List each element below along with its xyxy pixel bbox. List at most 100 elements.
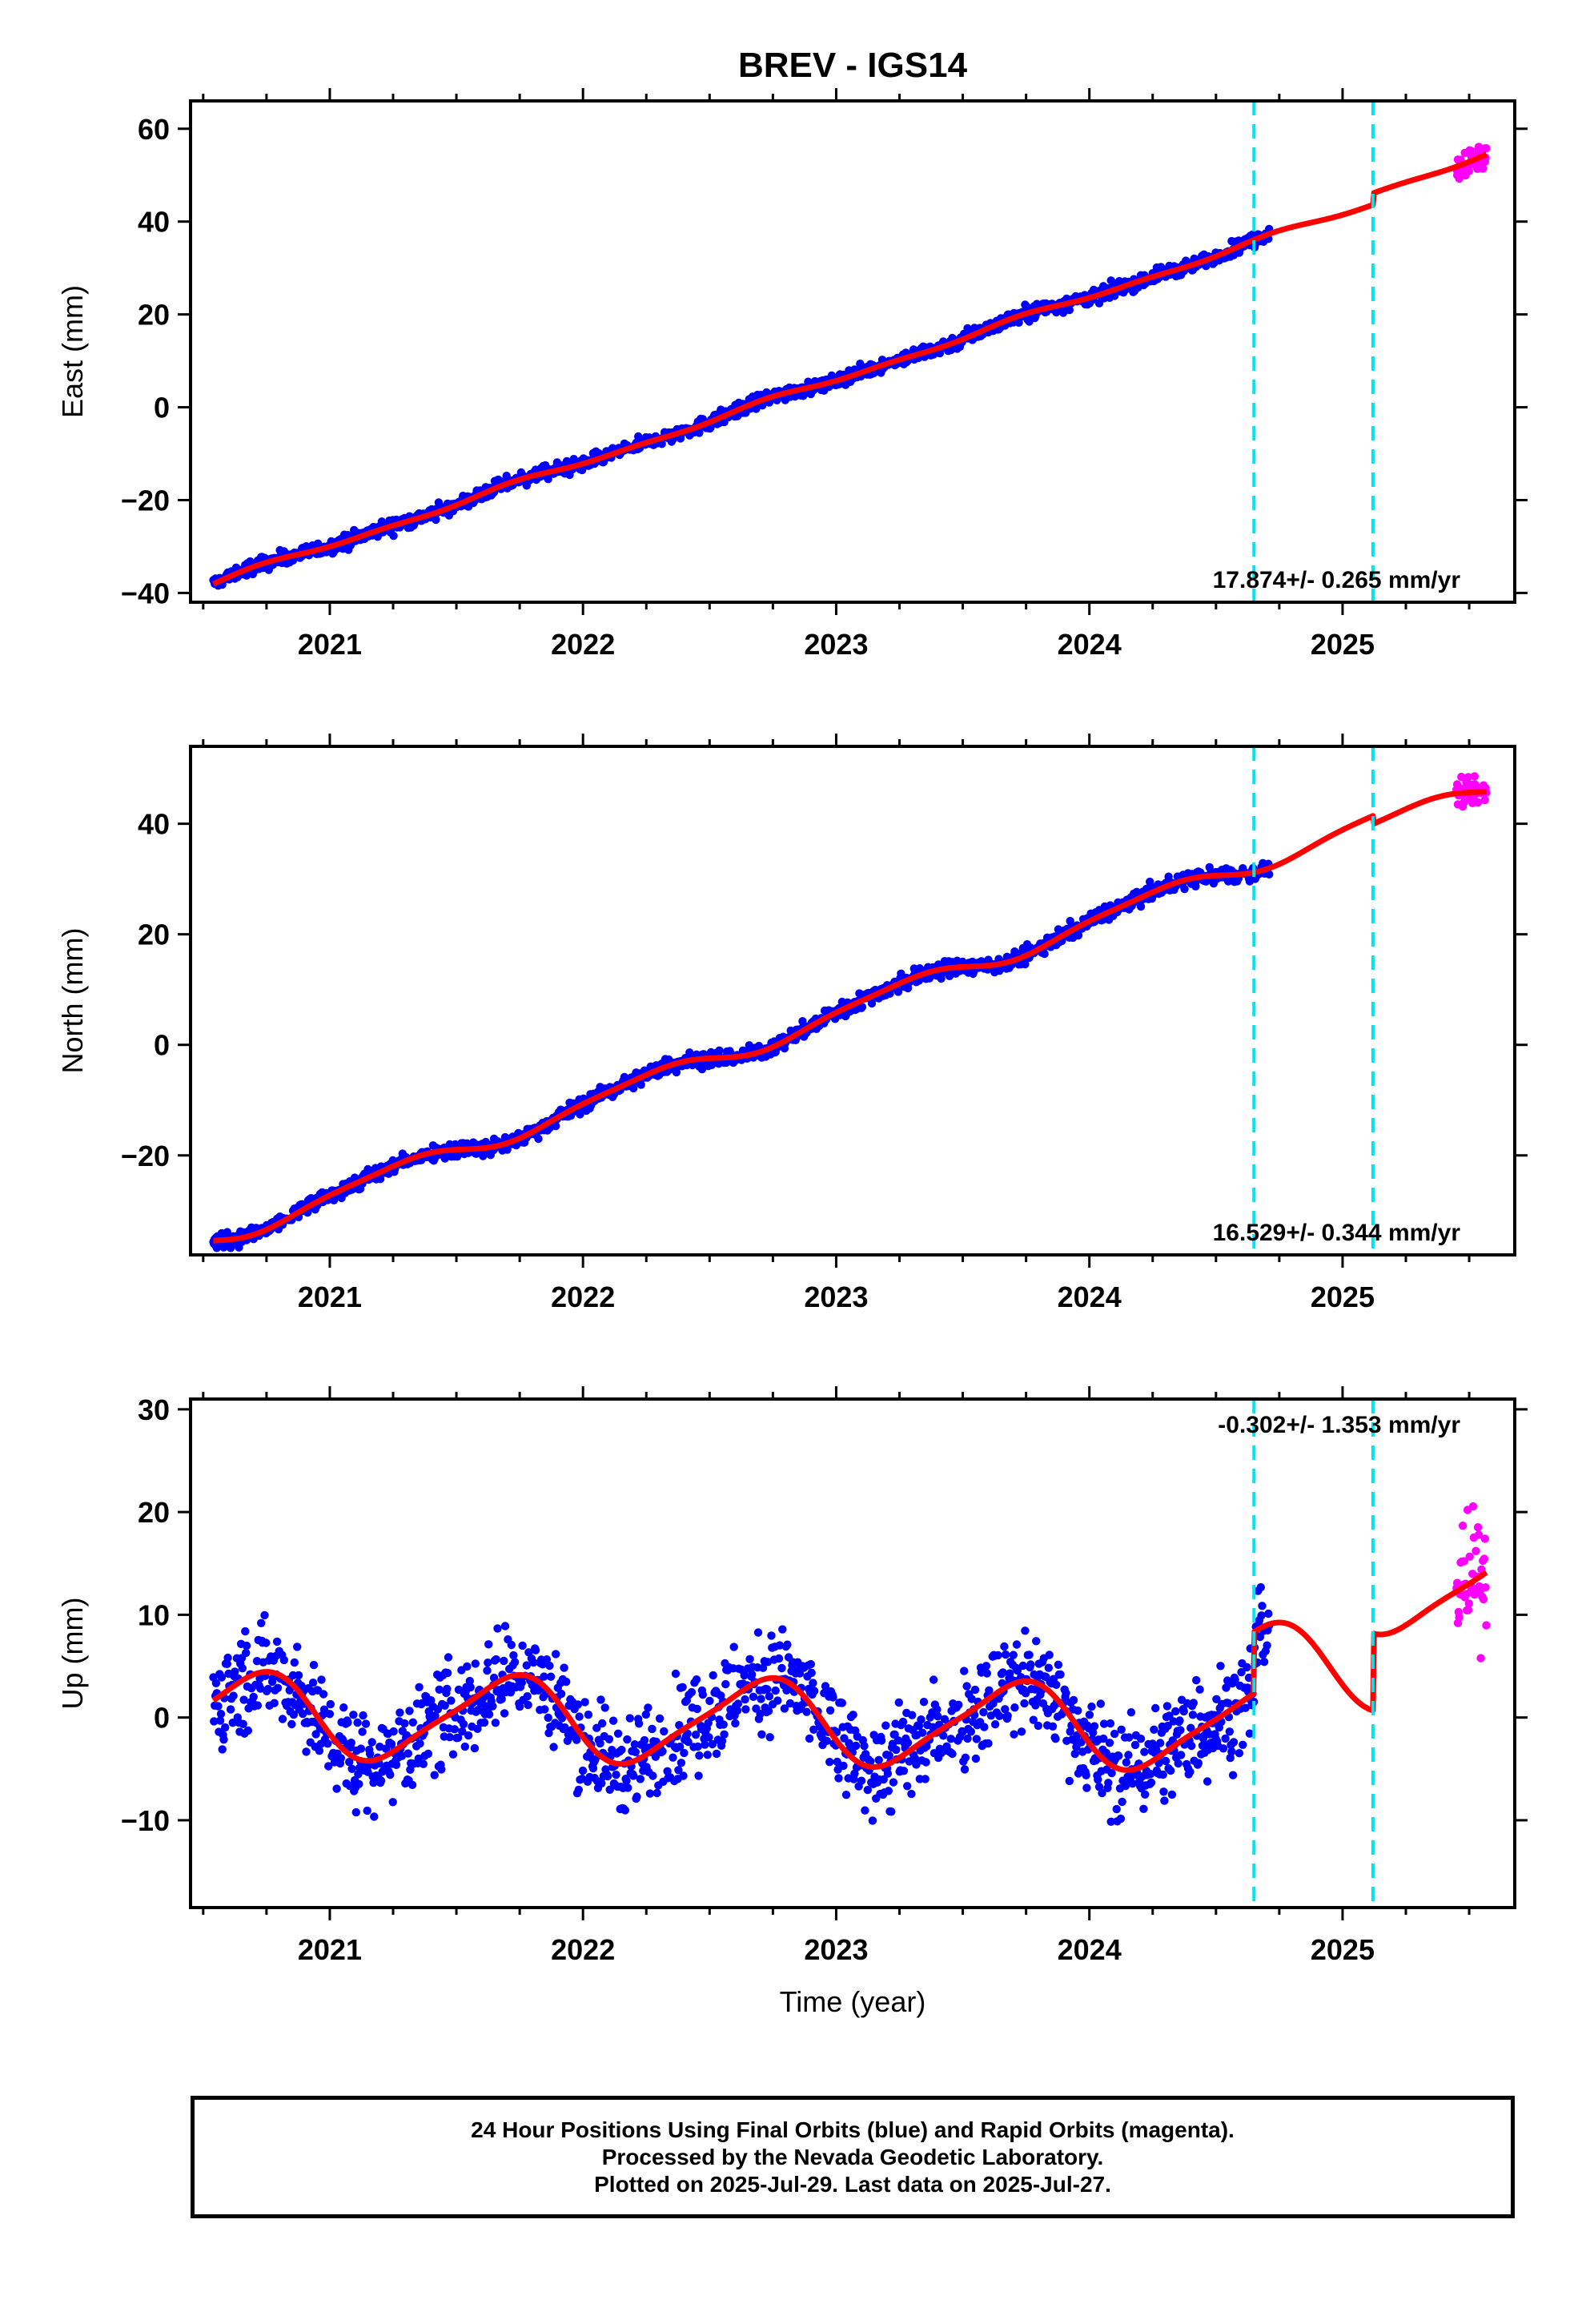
data-point-final [1066, 1727, 1074, 1736]
data-point-final [219, 1735, 228, 1744]
data-point-final [877, 1736, 886, 1745]
data-point-final [500, 1622, 510, 1630]
y-axis-label: North (mm) [56, 928, 89, 1074]
chart-title: BREV - IGS14 [738, 46, 968, 85]
data-point-final [375, 1743, 384, 1751]
data-point-final [405, 1707, 414, 1715]
data-point-final [907, 1789, 916, 1799]
data-point-final [361, 1719, 371, 1728]
x-axis-label: Time (year) [780, 1985, 926, 2018]
data-point-rapid [1482, 1621, 1491, 1630]
data-point-final [946, 1735, 955, 1743]
data-point-rapid [1480, 1534, 1490, 1543]
data-point-final [695, 1751, 704, 1760]
data-point-final [605, 1785, 614, 1794]
data-point-final [825, 1758, 834, 1767]
data-point-final [522, 1661, 531, 1670]
data-point-final [1089, 1728, 1098, 1737]
data-point-final [243, 1726, 252, 1735]
data-point-final [443, 1684, 452, 1694]
data-point-final [644, 1703, 652, 1712]
data-point-final [763, 1685, 772, 1694]
model-fit-line [211, 789, 1488, 1244]
data-point-final [562, 1677, 571, 1687]
data-point-final [773, 1696, 782, 1705]
data-point-final [492, 1655, 500, 1664]
data-point-final [652, 1788, 661, 1798]
y-tick-label: 0 [154, 392, 170, 424]
data-point-final [397, 1751, 407, 1760]
data-point-final [349, 1711, 358, 1719]
data-point-final [223, 1653, 232, 1663]
data-point-final [578, 1766, 588, 1775]
data-point-final [290, 1658, 299, 1667]
data-point-final [774, 1654, 784, 1663]
data-point-final [651, 1752, 661, 1761]
data-point-final [563, 1736, 572, 1745]
data-point-final [419, 1759, 428, 1768]
data-point-final [990, 1720, 1000, 1729]
data-point-final [336, 1754, 345, 1763]
x-tick-label: 2023 [804, 628, 868, 661]
y-tick-label: 60 [138, 113, 170, 146]
y-tick-label: 0 [154, 1702, 170, 1735]
data-point-final [278, 1715, 287, 1723]
data-point-final [323, 1739, 332, 1748]
data-point-final [386, 1771, 395, 1779]
data-point-final [867, 999, 877, 1008]
data-point-final [918, 1728, 927, 1737]
data-point-final [242, 1641, 251, 1651]
data-point-final [363, 1806, 371, 1815]
x-tick-label: 2022 [551, 628, 615, 661]
data-point-final [1130, 1740, 1140, 1750]
data-point-final [574, 1785, 583, 1795]
data-point-final [961, 1753, 970, 1762]
data-point-final [833, 1757, 841, 1767]
data-point-final [885, 1751, 893, 1760]
data-point-final [1099, 1719, 1109, 1728]
data-point-final [1179, 1707, 1188, 1716]
data-point-final [1045, 1651, 1054, 1659]
data-point-final [404, 1749, 412, 1758]
data-point-final [488, 1702, 497, 1711]
data-point-final [703, 1751, 712, 1759]
data-point-final [922, 1742, 931, 1751]
plot-area-north [209, 746, 1491, 1255]
footer-line-3: Plotted on 2025-Jul-29. Last data on 202… [594, 2171, 1111, 2197]
data-point-final [982, 1669, 992, 1678]
data-point-final [745, 1655, 754, 1663]
data-point-final [529, 1658, 538, 1667]
data-point-final [1235, 1749, 1244, 1758]
data-point-final [1146, 1770, 1155, 1779]
data-point-final [1195, 1685, 1204, 1694]
data-point-final [612, 1771, 620, 1779]
data-point-final [448, 1750, 458, 1759]
data-point-final [934, 1712, 942, 1721]
data-point-final [1141, 1790, 1150, 1799]
data-point-final [317, 1675, 326, 1684]
data-point-final [671, 1669, 681, 1679]
data-point-final [748, 1670, 757, 1679]
data-point-final [311, 1730, 320, 1739]
data-point-final [939, 1731, 948, 1740]
data-point-final [381, 1744, 391, 1753]
data-point-final [1124, 1751, 1133, 1759]
data-point-final [1174, 1759, 1182, 1768]
data-point-final [523, 1692, 532, 1701]
y-tick-label: 40 [138, 808, 170, 841]
data-point-final [596, 1695, 605, 1704]
data-point-final [679, 1771, 688, 1780]
data-point-final [933, 1705, 942, 1714]
data-point-rapid [1464, 773, 1473, 782]
data-point-final [756, 1709, 765, 1719]
data-point-final [1052, 1680, 1061, 1689]
data-point-final [675, 1721, 684, 1730]
x-tick-label: 2021 [298, 1281, 362, 1313]
data-point-final [1077, 1738, 1086, 1747]
data-point-final [729, 1642, 738, 1651]
data-point-final [903, 1739, 913, 1747]
data-point-final [1259, 1658, 1269, 1667]
data-point-final [483, 1666, 492, 1675]
data-point-final [758, 1663, 768, 1672]
data-point-final [458, 1727, 467, 1736]
